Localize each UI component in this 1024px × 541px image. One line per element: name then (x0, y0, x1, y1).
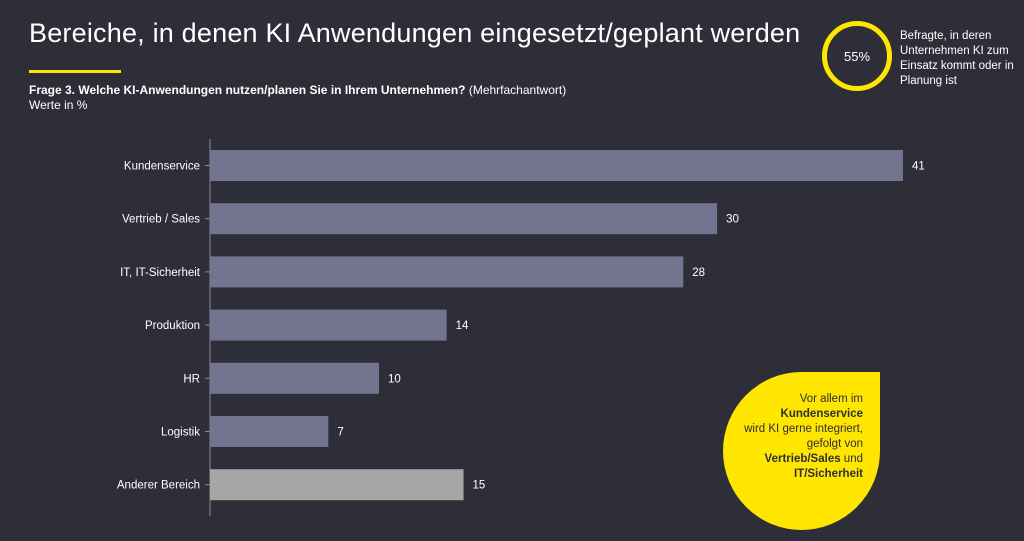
callout-line-4: und (840, 453, 863, 465)
category-label: Produktion (145, 320, 200, 332)
bar (210, 362, 380, 394)
value-label: 15 (473, 480, 486, 492)
callout-line-3: gefolgt von (806, 438, 863, 450)
value-label: 7 (337, 427, 343, 439)
question-text: Frage 3. Welche KI-Anwendungen nutzen/pl… (29, 83, 566, 113)
bar (210, 309, 447, 341)
category-label: Kundenservice (124, 161, 200, 173)
question-bold: Frage 3. Welche KI-Anwendungen nutzen/pl… (29, 83, 466, 97)
bar (210, 203, 718, 235)
percentage-ring: 55% (822, 21, 892, 91)
bar (210, 416, 329, 447)
value-label: 30 (726, 214, 739, 226)
page-title: Bereiche, in denen KI Anwendungen einges… (29, 18, 801, 48)
ring-note: Befragte, in deren Unternehmen KI zum Ei… (900, 30, 1014, 87)
callout-bubble: Vor allem im Kundenservice wird KI gerne… (723, 372, 880, 530)
value-label: 14 (456, 320, 469, 332)
bar (210, 150, 903, 181)
callout-line-1: Vor allem im (799, 393, 863, 405)
category-label: Logistik (161, 427, 200, 439)
title-accent-line (29, 70, 121, 73)
bar (210, 256, 684, 288)
category-label: IT, IT-Sicherheit (120, 267, 201, 279)
category-label: Anderer Bereich (117, 480, 200, 492)
value-label: 28 (692, 267, 705, 279)
callout-bold-1: Kundenservice (780, 408, 863, 420)
callout-bold-2: Vertrieb/Sales (764, 453, 841, 465)
bar (210, 469, 464, 501)
category-label: Vertrieb / Sales (122, 214, 200, 226)
question-note: (Mehrfachantwort) (465, 83, 567, 97)
callout-line-2: wird KI gerne integriert, (744, 423, 863, 435)
value-label: 41 (912, 161, 925, 173)
unit-label: Werte in % (29, 98, 88, 112)
category-label: HR (183, 373, 200, 385)
ring-value: 55% (843, 48, 871, 64)
callout-bold-3: IT/Sicherheit (793, 468, 863, 480)
callout-text: Vor allem im Kundenservice wird KI gerne… (723, 392, 863, 482)
value-label: 10 (388, 373, 401, 385)
